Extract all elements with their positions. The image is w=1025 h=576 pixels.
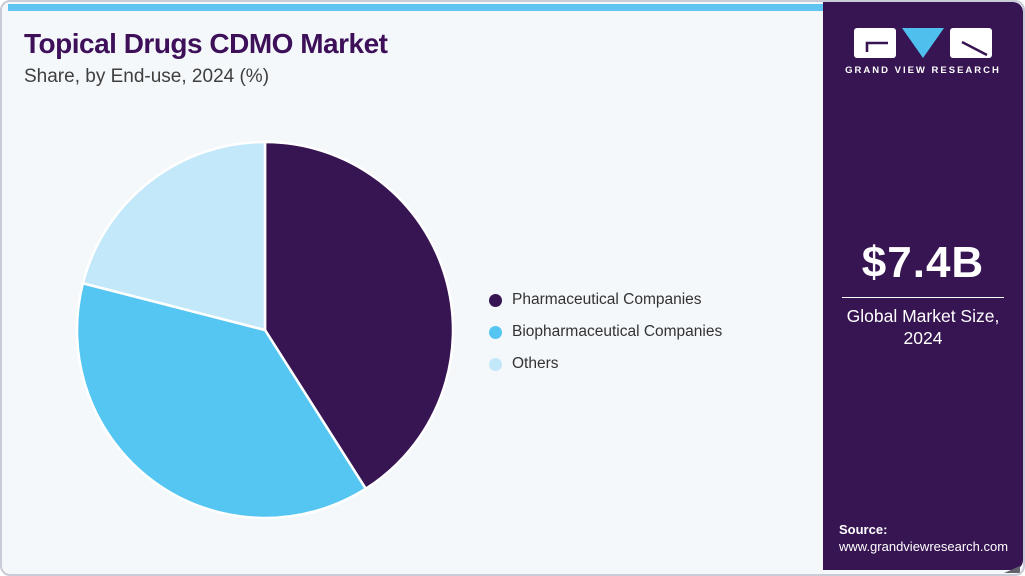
source-label: Source: [839, 522, 888, 537]
logo-r-box [950, 28, 992, 58]
pie-chart [73, 138, 457, 522]
divider-line [842, 297, 1004, 298]
page-subtitle: Share, by End-use, 2024 (%) [24, 66, 270, 87]
top-accent-strip [8, 4, 823, 11]
brand-name: GRAND VIEW RESEARCH [845, 65, 1001, 76]
page-title: Topical Drugs CDMO Market [24, 28, 388, 59]
legend-swatch [489, 293, 502, 307]
legend-swatch [489, 357, 502, 371]
market-size-label: Global Market Size, 2024 [846, 306, 1000, 348]
pie-chart-svg [75, 140, 455, 520]
legend-label: Pharmaceutical Companies [512, 291, 702, 308]
logo-v-triangle-icon [902, 28, 944, 58]
source-block: Source: www.grandviewresearch.com [839, 522, 1008, 554]
legend: Pharmaceutical Companies Biopharmaceutic… [489, 290, 722, 386]
legend-label: Biopharmaceutical Companies [512, 323, 723, 340]
pie-slice [75, 282, 367, 520]
legend-item-pharmaceutical: Pharmaceutical Companies [489, 290, 722, 310]
legend-item-others: Others [489, 354, 722, 374]
source-url: www.grandviewresearch.com [839, 539, 1009, 554]
legend-swatch [489, 325, 502, 339]
market-size-value: $7.4B [861, 238, 985, 287]
logo-g-glyph [865, 41, 888, 52]
market-size-panel: $7.4B Global Market Size, 2024 [833, 238, 1013, 350]
sidebar: GRAND VIEW RESEARCH $7.4B Global Market … [823, 2, 1023, 570]
legend-label: Others [512, 355, 559, 372]
logo-r-glyph [961, 40, 988, 57]
gvr-logo: GRAND VIEW RESEARCH [823, 28, 1023, 76]
legend-item-biopharmaceutical: Biopharmaceutical Companies [489, 322, 722, 342]
header: Topical Drugs CDMO Market Share, by End-… [24, 28, 388, 88]
corner-fold-decoration [1004, 566, 1020, 573]
pie-slice [81, 140, 267, 332]
gvr-logo-icon [854, 28, 992, 58]
